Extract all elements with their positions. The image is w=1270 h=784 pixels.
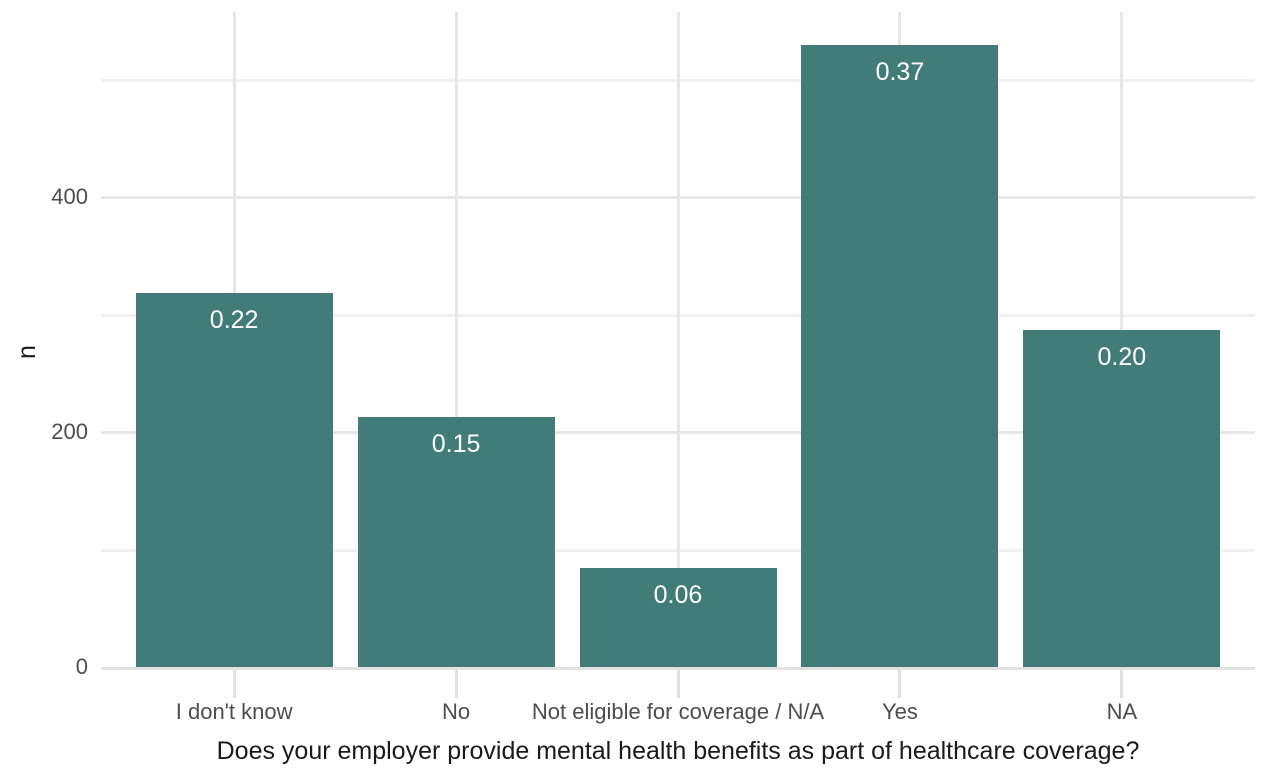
x-tick-label: NA [1106,699,1138,724]
x-axis-tick [1120,668,1124,698]
bar [801,44,999,667]
y-tick-label: 400 [51,184,88,210]
bar [357,416,555,667]
bar-value-label: 0.15 [431,429,481,458]
x-tick-label: Yes [881,699,918,724]
bar-value-label: 0.06 [653,581,703,610]
x-tick-label: I don't know [175,699,293,724]
x-axis-tick [676,668,680,698]
gridline-major-vertical [676,12,680,668]
y-tick-label: 0 [75,654,88,679]
y-axis-title: n [13,345,41,359]
bar [579,568,777,667]
x-axis-title: Does your employer provide mental health… [216,737,1140,765]
x-tick-label: Not eligible for coverage / N/A [531,699,825,724]
x-tick-label: No [442,699,471,724]
bar [1023,330,1221,667]
bar-value-label: 0.20 [1097,343,1147,372]
x-axis-tick [232,668,236,698]
gridline-major-vertical [454,12,458,668]
bar [135,292,333,667]
x-axis-tick [898,668,902,698]
y-tick-label: 200 [51,419,88,445]
x-axis-tick [454,668,458,698]
bar-value-label: 0.37 [875,57,925,86]
bar-value-label: 0.22 [209,305,259,334]
